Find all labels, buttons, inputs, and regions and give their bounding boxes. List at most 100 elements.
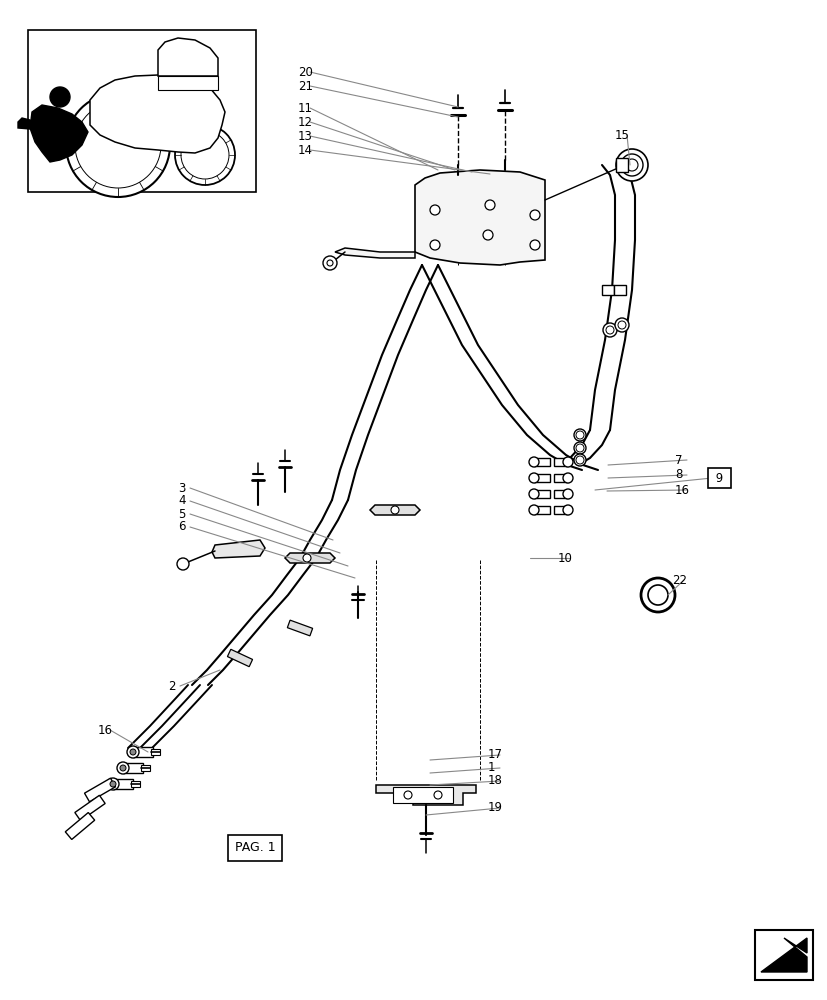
Polygon shape xyxy=(158,38,218,76)
Circle shape xyxy=(615,149,648,181)
Circle shape xyxy=(573,454,586,466)
Circle shape xyxy=(573,442,586,454)
Circle shape xyxy=(562,505,572,515)
Circle shape xyxy=(482,230,492,240)
Circle shape xyxy=(327,260,332,266)
Text: 20: 20 xyxy=(298,66,313,79)
Text: 9: 9 xyxy=(711,472,726,485)
Circle shape xyxy=(576,444,583,452)
Polygon shape xyxy=(65,813,94,839)
Text: 16: 16 xyxy=(674,484,689,496)
Circle shape xyxy=(117,762,129,774)
Circle shape xyxy=(429,205,439,215)
Circle shape xyxy=(562,489,572,499)
Polygon shape xyxy=(760,938,806,972)
Circle shape xyxy=(528,489,538,499)
Circle shape xyxy=(130,749,136,755)
Polygon shape xyxy=(533,458,549,466)
Circle shape xyxy=(174,125,235,185)
Circle shape xyxy=(107,778,119,790)
Polygon shape xyxy=(84,778,115,802)
Text: 15: 15 xyxy=(614,129,629,142)
Circle shape xyxy=(576,431,583,439)
Polygon shape xyxy=(284,553,335,563)
Text: 17: 17 xyxy=(487,748,502,762)
Circle shape xyxy=(323,256,337,270)
Circle shape xyxy=(573,429,586,441)
Circle shape xyxy=(617,321,625,329)
Circle shape xyxy=(605,326,614,334)
Polygon shape xyxy=(553,474,567,482)
Text: 5: 5 xyxy=(178,508,185,520)
Text: 10: 10 xyxy=(557,552,572,564)
Circle shape xyxy=(562,457,572,467)
Polygon shape xyxy=(414,170,544,265)
Polygon shape xyxy=(112,779,133,789)
Polygon shape xyxy=(553,490,567,498)
Polygon shape xyxy=(614,285,625,295)
Polygon shape xyxy=(615,158,627,172)
Polygon shape xyxy=(151,749,160,755)
Text: 22: 22 xyxy=(672,574,686,586)
Text: 7: 7 xyxy=(674,454,681,466)
Text: 2: 2 xyxy=(168,680,175,692)
Text: 6: 6 xyxy=(178,520,185,534)
Circle shape xyxy=(529,240,539,250)
Circle shape xyxy=(528,473,538,483)
Circle shape xyxy=(181,131,229,179)
Circle shape xyxy=(404,791,412,799)
Bar xyxy=(754,930,812,980)
Polygon shape xyxy=(287,620,313,636)
Circle shape xyxy=(75,102,160,188)
Polygon shape xyxy=(533,474,549,482)
Polygon shape xyxy=(553,458,567,466)
Circle shape xyxy=(177,558,189,570)
Polygon shape xyxy=(553,506,567,514)
Polygon shape xyxy=(141,765,150,771)
Polygon shape xyxy=(533,506,549,514)
Polygon shape xyxy=(375,785,476,805)
Polygon shape xyxy=(212,540,265,558)
Circle shape xyxy=(120,765,126,771)
Circle shape xyxy=(576,456,583,464)
Polygon shape xyxy=(74,795,105,821)
Circle shape xyxy=(620,154,643,176)
Circle shape xyxy=(127,746,139,758)
Polygon shape xyxy=(133,747,153,757)
Text: PAG. 1: PAG. 1 xyxy=(234,841,275,854)
Polygon shape xyxy=(30,105,88,162)
Polygon shape xyxy=(370,505,419,515)
Polygon shape xyxy=(533,490,549,498)
Circle shape xyxy=(640,578,674,612)
Text: 12: 12 xyxy=(298,116,313,129)
Polygon shape xyxy=(123,763,143,773)
Circle shape xyxy=(110,781,116,787)
Text: 3: 3 xyxy=(178,482,185,494)
Text: 11: 11 xyxy=(298,102,313,115)
Circle shape xyxy=(433,791,442,799)
Text: 8: 8 xyxy=(674,468,681,482)
Circle shape xyxy=(602,323,616,337)
Text: 16: 16 xyxy=(98,724,112,736)
Polygon shape xyxy=(227,649,252,667)
Polygon shape xyxy=(158,76,218,90)
Circle shape xyxy=(303,554,311,562)
Circle shape xyxy=(50,87,70,107)
Circle shape xyxy=(614,318,629,332)
Polygon shape xyxy=(335,248,414,258)
Text: 19: 19 xyxy=(487,801,502,814)
Circle shape xyxy=(485,200,495,210)
Text: 13: 13 xyxy=(298,130,313,143)
Text: 14: 14 xyxy=(298,144,313,157)
Polygon shape xyxy=(131,781,140,787)
Text: 4: 4 xyxy=(178,494,185,508)
Circle shape xyxy=(528,457,538,467)
Polygon shape xyxy=(601,285,614,295)
Circle shape xyxy=(66,93,170,197)
Polygon shape xyxy=(90,75,225,153)
Bar xyxy=(28,30,256,192)
Text: 18: 18 xyxy=(487,774,502,787)
Polygon shape xyxy=(393,787,452,803)
Circle shape xyxy=(562,473,572,483)
Circle shape xyxy=(625,159,638,171)
